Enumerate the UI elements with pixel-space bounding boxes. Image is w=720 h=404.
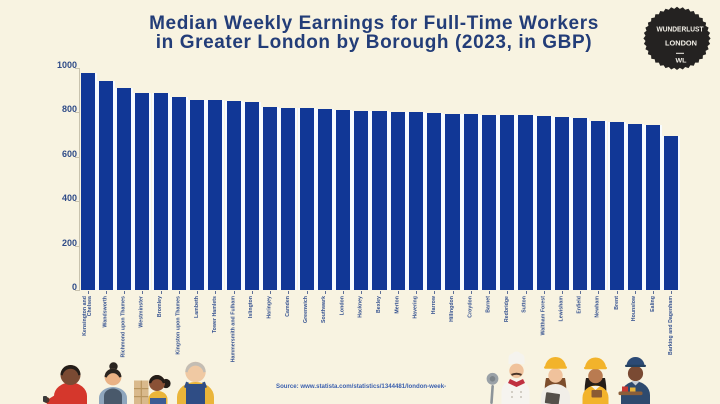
svg-text:LONDON: LONDON (665, 41, 697, 48)
svg-text:WUNDERLUST: WUNDERLUST (657, 27, 705, 34)
svg-text:WL: WL (676, 58, 687, 65)
